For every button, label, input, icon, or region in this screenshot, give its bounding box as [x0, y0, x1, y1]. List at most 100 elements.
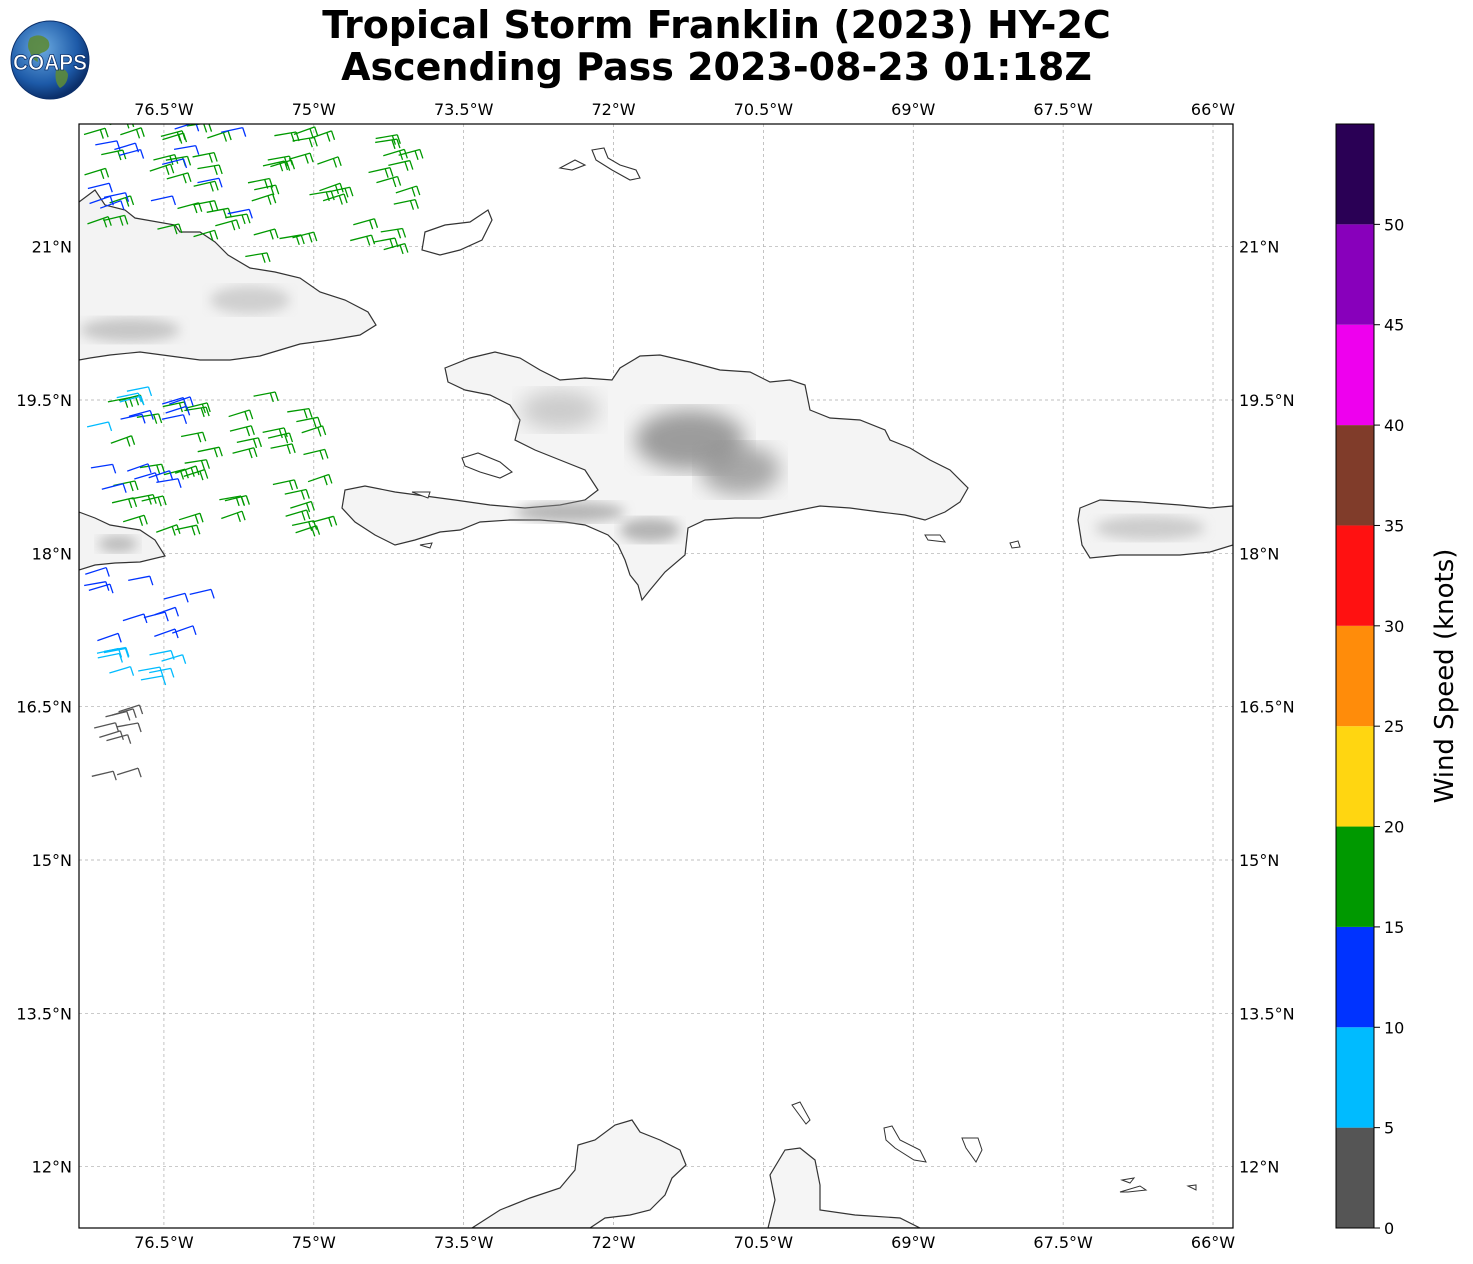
wind-barb — [88, 583, 114, 594]
colorbar-tick-label: 50 — [1384, 215, 1404, 234]
wind-barb — [270, 159, 296, 171]
longitude-labels-top: 76.5°W 75°W 73.5°W 72°W 70.5°W 69°W 67.5°W 66°W — [134, 100, 1235, 119]
lat-tick-label: 16.5°N — [1239, 698, 1295, 717]
wind-barb — [131, 494, 157, 505]
wind-barb — [154, 606, 179, 617]
colorbar-segment — [1336, 425, 1374, 526]
wind-barb — [116, 392, 142, 403]
wind-barb — [141, 495, 167, 507]
wind-barb — [161, 414, 188, 425]
lon-tick-label: 70.5°W — [734, 100, 794, 119]
wind-barb — [157, 223, 183, 235]
wind-barb — [166, 172, 192, 184]
wind-barb — [103, 647, 130, 658]
colorbar-tick-label: 5 — [1384, 1119, 1394, 1138]
colorbar-tick-label: 20 — [1384, 818, 1404, 837]
wind-barb — [111, 708, 137, 719]
colorbar-tick-label: 30 — [1384, 617, 1404, 636]
wind-barb — [197, 164, 223, 176]
wind-barb — [383, 148, 408, 161]
colorbar-label: Wind Speed (knots) — [1430, 549, 1460, 804]
colorbar-segment — [1336, 1127, 1374, 1228]
wind-barb — [101, 483, 127, 493]
wind-barb — [183, 468, 209, 481]
wind-barb — [224, 494, 250, 506]
wind-barb — [197, 177, 223, 188]
coaps-logo: COAPS — [10, 20, 90, 100]
latitude-labels-left: 21°N 19.5°N 18°N 16.5°N 15°N 13.5°N 12°N — [16, 238, 72, 1177]
wind-barb — [122, 613, 148, 624]
colorbar-segment — [1336, 826, 1374, 927]
wind-barb — [97, 652, 123, 663]
land-cuba — [79, 189, 377, 361]
colorbar-frame — [1335, 123, 1375, 1229]
lat-tick-label: 12°N — [1239, 1158, 1279, 1177]
wind-barb — [103, 192, 130, 202]
colorbar-segment — [1336, 224, 1374, 325]
wind-barb — [116, 722, 142, 733]
wind-barb — [173, 145, 200, 155]
wind-barb — [380, 227, 407, 239]
wind-barb — [97, 632, 122, 643]
lon-tick-label: 69°W — [891, 1233, 935, 1252]
colorbar-segment — [1336, 525, 1374, 626]
wind-barb — [84, 167, 110, 180]
wind-barb — [310, 130, 336, 142]
wind-barb — [296, 416, 322, 428]
wind-barb — [317, 156, 342, 168]
lat-tick-label: 21°N — [1239, 238, 1279, 257]
lon-tick-label: 76.5°W — [134, 100, 194, 119]
wind-barb — [272, 479, 299, 491]
wind-barb — [165, 405, 191, 416]
wind-barb — [139, 463, 166, 475]
lat-tick-label: 18°N — [1239, 544, 1279, 563]
wind-barb — [162, 132, 188, 144]
wind-barb — [162, 158, 188, 169]
wind-barb — [156, 478, 182, 488]
wind-barb — [178, 512, 204, 524]
wind-barb — [251, 193, 277, 205]
title-line-2: Ascending Pass 2023-08-23 01:18Z — [341, 45, 1092, 89]
graticule-grid — [79, 124, 1233, 1228]
wind-barb — [229, 425, 255, 437]
lat-tick-label: 15°N — [1239, 851, 1279, 870]
wind-barb — [111, 497, 138, 509]
wind-barb — [126, 386, 153, 397]
wind-barb — [149, 163, 175, 175]
wind-barb — [154, 628, 179, 639]
wind-barb — [127, 463, 152, 474]
wind-barb — [290, 500, 315, 513]
wind-barb — [163, 468, 189, 480]
wind-barb — [393, 198, 419, 210]
wind-barb — [175, 524, 201, 536]
lon-tick-label: 70.5°W — [734, 1233, 794, 1252]
wind-barb — [128, 575, 154, 586]
lat-tick-label: 19.5°N — [1239, 391, 1295, 410]
wind-barb — [373, 237, 399, 249]
lat-tick-label: 13.5°N — [16, 1004, 72, 1023]
wind-barb — [99, 200, 125, 210]
wind-barb — [109, 124, 135, 129]
colorbar: 0 5 10 15 20 25 30 35 40 45 50 — [1335, 123, 1404, 1238]
wind-barb — [376, 175, 402, 188]
wind-barb — [368, 166, 394, 178]
wind-barb — [193, 229, 219, 241]
colorbar-tick-label: 35 — [1384, 516, 1404, 535]
lat-tick-label: 19.5°N — [16, 391, 72, 410]
wind-barb — [301, 425, 327, 437]
wind-barb — [118, 704, 144, 715]
colorbar-tick-label: 25 — [1384, 717, 1404, 736]
wind-barb — [319, 182, 344, 195]
wind-barb — [328, 186, 354, 198]
lat-tick-label: 18°N — [32, 544, 72, 563]
wind-barb — [398, 148, 424, 160]
wind-barb — [227, 208, 253, 219]
wind-barb — [122, 514, 148, 526]
wind-barb — [245, 252, 271, 263]
land-hispaniola — [341, 351, 969, 602]
wind-barb — [109, 666, 135, 676]
lat-tick-label: 21°N — [32, 238, 72, 257]
latitude-labels-right: 21°N 19.5°N 18°N 16.5°N 15°N 13.5°N 12°N — [1239, 238, 1295, 1177]
wind-barb — [148, 470, 174, 480]
wind-barb — [197, 446, 223, 458]
